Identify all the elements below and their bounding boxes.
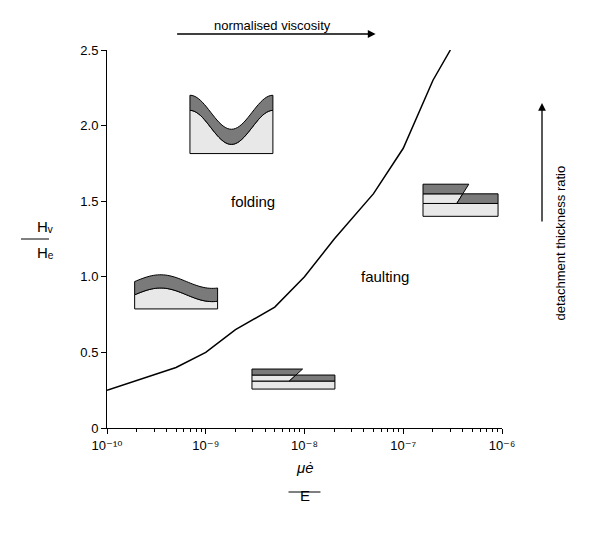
svg-text:μė: μė — [296, 459, 314, 476]
svg-text:10⁻⁸: 10⁻⁸ — [291, 438, 318, 453]
svg-text:10⁻¹⁰: 10⁻¹⁰ — [92, 438, 123, 453]
svg-text:folding: folding — [231, 193, 275, 210]
svg-text:faulting: faulting — [361, 268, 409, 285]
svg-text:detachment thickness ratio: detachment thickness ratio — [553, 166, 568, 321]
svg-text:normalised viscosity: normalised viscosity — [214, 18, 331, 33]
svg-text:10⁻⁷: 10⁻⁷ — [390, 438, 416, 453]
svg-text:E: E — [300, 487, 310, 504]
svg-text:0: 0 — [91, 421, 98, 436]
svg-text:0.5: 0.5 — [80, 345, 98, 360]
svg-text:10⁻⁶: 10⁻⁶ — [489, 438, 516, 453]
svg-text:Hₑ: Hₑ — [37, 244, 54, 261]
svg-text:Hᵥ: Hᵥ — [37, 218, 53, 235]
svg-text:10⁻⁹: 10⁻⁹ — [192, 438, 219, 453]
svg-text:1.0: 1.0 — [80, 269, 98, 284]
svg-text:2.5: 2.5 — [80, 43, 98, 58]
svg-text:1.5: 1.5 — [80, 194, 98, 209]
svg-text:2.0: 2.0 — [80, 118, 98, 133]
